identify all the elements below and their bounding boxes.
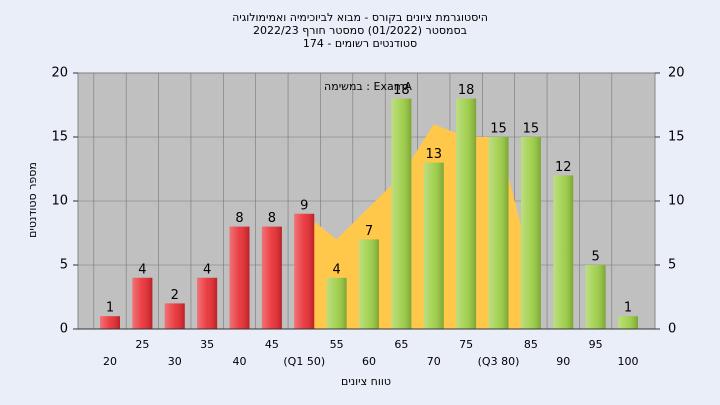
x-axis-label: טווח ציונים <box>341 375 391 388</box>
bar-shade <box>326 277 347 329</box>
value-label: 18 <box>393 83 410 98</box>
x-tick-label: 75 <box>459 338 473 351</box>
y2-tick-label: 0 <box>668 322 676 337</box>
value-label: 7 <box>365 224 373 239</box>
value-label: 4 <box>138 262 146 277</box>
x-tick-label: 100 <box>618 355 639 368</box>
y2-tick-label: 5 <box>668 258 676 273</box>
y2-tick-label: 15 <box>668 130 685 145</box>
x-tick-label: 25 <box>135 338 149 351</box>
value-label: 8 <box>268 211 276 226</box>
bar-shade <box>294 213 315 329</box>
bar-shade <box>456 98 477 329</box>
x-tick-label: 35 <box>200 338 214 351</box>
bar-shade <box>100 316 120 329</box>
bar-shade <box>229 226 250 329</box>
bar-shade <box>553 175 574 329</box>
value-label: 8 <box>235 211 243 226</box>
value-label: 2 <box>171 288 179 303</box>
value-label: 13 <box>425 147 442 162</box>
y2-tick-label: 20 <box>668 66 685 81</box>
y-tick-label: 20 <box>51 66 68 81</box>
x-tick-label: 45 <box>265 338 279 351</box>
bar-shade <box>488 137 509 329</box>
x-tick-label: 60 <box>362 355 376 368</box>
bar-shade <box>618 316 638 329</box>
x-tick-label: 90 <box>556 355 570 368</box>
bar-shade <box>423 162 444 329</box>
value-label: 1 <box>106 301 114 316</box>
bar-shade <box>132 277 153 329</box>
bar-shade <box>261 226 282 329</box>
x-tick-label: 85 <box>524 338 538 351</box>
x-tick-label: 20 <box>103 355 117 368</box>
x-tick-label: 55 <box>330 338 344 351</box>
x-tick-label: 70 <box>427 355 441 368</box>
value-label: 15 <box>490 122 507 137</box>
y2-tick-label: 10 <box>668 194 685 209</box>
x-tick-label: 40 <box>233 355 247 368</box>
value-label: 5 <box>591 250 599 265</box>
annotation: במשימה : ExamA <box>324 80 412 93</box>
y-tick-label: 15 <box>51 130 68 145</box>
bar-shade <box>164 303 185 329</box>
y-tick-label: 10 <box>51 194 68 209</box>
value-label: 15 <box>523 122 540 137</box>
x-tick-label: (Q3 80) <box>478 355 520 368</box>
bar-shade <box>520 137 541 329</box>
bar-shade <box>359 239 379 329</box>
y-tick-label: 0 <box>60 322 68 337</box>
value-label: 4 <box>203 262 211 277</box>
value-label: 18 <box>458 83 475 98</box>
value-label: 1 <box>624 301 632 316</box>
y-tick-label: 5 <box>60 258 68 273</box>
x-tick-label: (Q1 50) <box>283 355 325 368</box>
bar-shade <box>391 98 412 329</box>
chart-title: היסטוגרמת ציונים בקורס - מבוא לביוכימיה … <box>232 11 488 24</box>
x-tick-label: 65 <box>394 338 408 351</box>
chart-subtitle: סטודנטים רשומים - 174 <box>303 37 417 50</box>
value-label: 9 <box>300 198 308 213</box>
value-label: 4 <box>332 262 340 277</box>
bar-shade <box>197 277 218 329</box>
y-axis-label: מספר סטודנטים <box>26 162 39 238</box>
value-label: 12 <box>555 160 572 175</box>
chart-subtitle: בסמסטר (01/2022) סמסטר חורף 2022/23 <box>253 24 467 37</box>
bar-shade <box>585 265 606 329</box>
x-tick-label: 30 <box>168 355 182 368</box>
x-tick-label: 95 <box>589 338 603 351</box>
